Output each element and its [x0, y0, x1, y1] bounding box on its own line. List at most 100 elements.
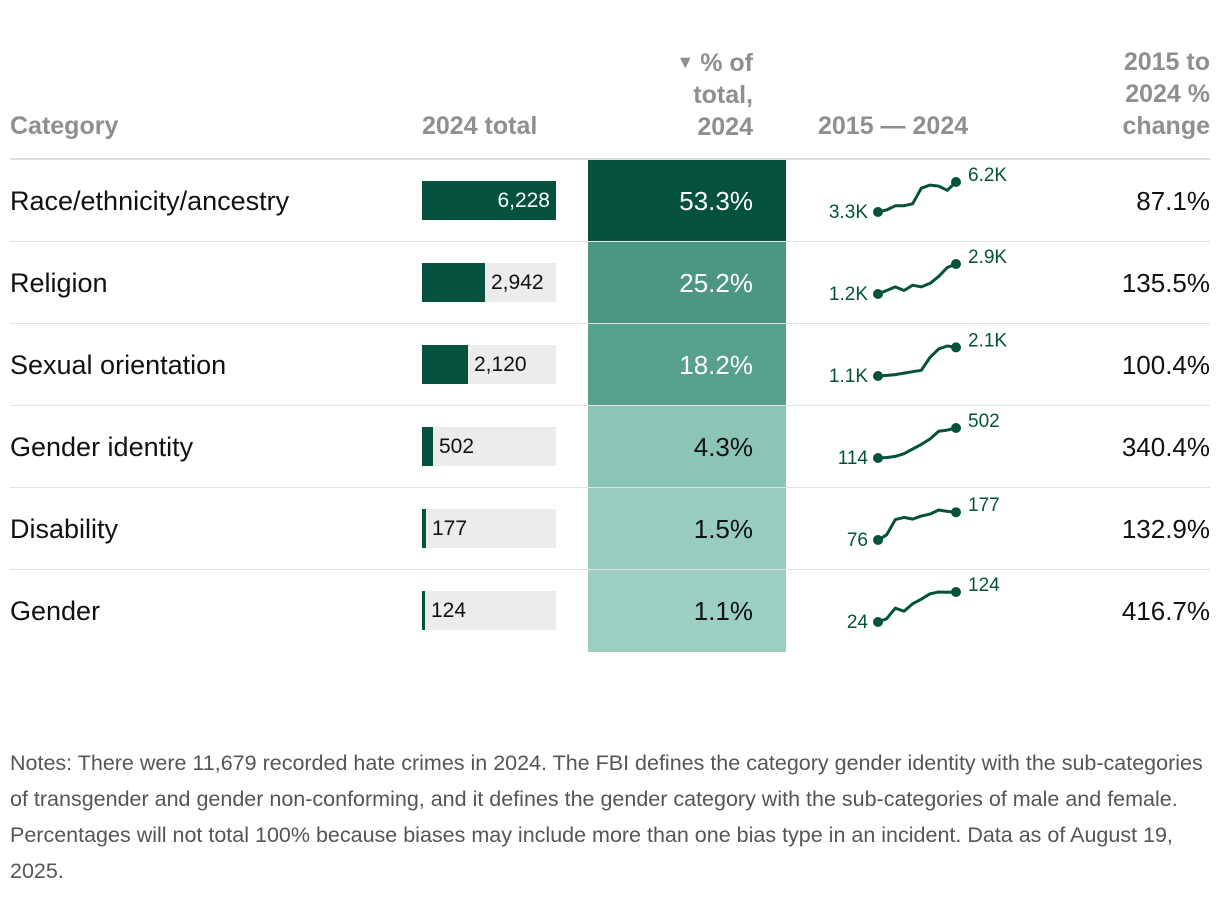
total-value: 502	[439, 435, 475, 458]
category-label: Disability	[10, 514, 119, 544]
row-divider	[10, 569, 1210, 570]
sparkline-start-point	[873, 371, 883, 381]
total-bar	[422, 427, 433, 466]
total-bar-track: 124	[422, 591, 556, 630]
sparkline-end-point	[951, 423, 961, 433]
category-label: Gender	[10, 596, 101, 626]
pct-change-value: 132.9%	[1121, 514, 1210, 544]
sparkline-end-label: 177	[968, 495, 1000, 516]
sparkline-end-label: 2.1K	[968, 330, 1007, 351]
total-bar-track: 502	[422, 427, 556, 466]
header-2024-total: 2024 total	[422, 112, 538, 140]
sparkline-start-label: 76	[847, 530, 868, 551]
sparkline-end-label: 124	[968, 575, 1000, 596]
total-bar-track: 177	[422, 509, 556, 548]
pct-value: 25.2%	[679, 268, 753, 298]
total-bar	[422, 591, 425, 630]
sparkline-end-point	[951, 587, 961, 597]
header-pct-line3: 2024	[697, 113, 753, 141]
pct-cell: 25.2%	[588, 242, 786, 324]
category-label: Gender identity	[10, 432, 194, 462]
pct-cell: 18.2%	[588, 324, 786, 406]
sparkline-start-point	[873, 207, 883, 217]
sparkline-start-label: 1.2K	[829, 284, 868, 305]
sparkline-end-point	[951, 507, 961, 518]
sparkline-start-label: 3.3K	[829, 202, 868, 223]
total-bar-track: 2,120	[422, 345, 556, 384]
sparkline-line	[876, 262, 958, 296]
pct-cell: 1.5%	[588, 488, 786, 570]
sparkline-end-point	[951, 259, 961, 269]
sparkline-start-label: 24	[847, 612, 869, 633]
header-change-line3: change	[1122, 112, 1210, 140]
category-label: Religion	[10, 268, 108, 298]
pct-cell: 1.1%	[588, 570, 786, 652]
sparkline-start-point	[873, 289, 883, 299]
sparkline: 3.3K 6.2K	[829, 165, 1008, 223]
sparkline-end-point	[951, 342, 961, 353]
sparkline-start-point	[873, 617, 883, 627]
sparkline-end-label: 6.2K	[968, 165, 1007, 186]
total-value: 2,942	[491, 271, 544, 294]
sparkline-start-point	[873, 453, 883, 463]
total-bar-track: 2,942	[422, 263, 556, 302]
pct-change-value: 135.5%	[1121, 268, 1210, 298]
total-bar	[422, 263, 485, 302]
total-bar	[422, 345, 468, 384]
total-bar-track: 6,228	[422, 181, 556, 220]
header-trend: 2015 — 2024	[818, 112, 969, 140]
header-pct-line2: total,	[693, 81, 753, 109]
pct-value: 1.5%	[693, 514, 753, 544]
sparkline-line	[876, 180, 958, 214]
pct-change-value: 340.4%	[1121, 432, 1210, 462]
table-row: Gender 124 1.1% 24 124 416.7%	[10, 570, 1210, 652]
notes-text: Notes: There were 11,679 recorded hate c…	[10, 751, 1203, 883]
sparkline-start-point	[873, 535, 883, 545]
sparkline-line	[876, 590, 958, 624]
row-divider	[10, 323, 1210, 324]
sparkline-end-label: 2.9K	[968, 247, 1007, 268]
sparkline-end-point	[951, 177, 961, 187]
pct-change-value: 416.7%	[1121, 596, 1210, 626]
row-divider	[10, 241, 1210, 242]
total-bar	[422, 509, 426, 548]
pct-value: 53.3%	[679, 186, 753, 216]
pct-value: 1.1%	[693, 596, 753, 626]
category-label: Race/ethnicity/ancestry	[10, 186, 290, 216]
sparkline-line	[876, 344, 958, 378]
row-divider	[10, 487, 1210, 488]
pct-change-value: 87.1%	[1136, 186, 1210, 216]
header-pct-of-total[interactable]: ▼% of total, 2024	[600, 46, 753, 143]
total-value: 177	[432, 517, 468, 540]
sparkline-end-label: 502	[968, 411, 1000, 432]
sparkline: 1.1K 2.1K	[829, 330, 1008, 387]
table-row: Race/ethnicity/ancestry 6,228 53.3% 3.3K 6.2…	[10, 160, 1210, 242]
sparkline: 1.2K 2.9K	[829, 247, 1008, 305]
pct-cell: 4.3%	[588, 406, 786, 488]
total-value: 6,228	[497, 189, 550, 212]
sparkline: 114 502	[838, 411, 1000, 469]
total-value: 2,120	[474, 353, 527, 376]
header-pct-change: 2015 to 2024 % change	[1060, 46, 1210, 142]
table-row: Disability 177 1.5% 76 177 132.9%	[10, 488, 1210, 570]
table-row: Gender identity 502 4.3% 114 502 340.4%	[10, 406, 1210, 488]
header-category: Category	[10, 112, 119, 140]
sparkline: 24 124	[847, 575, 1000, 633]
sparkline-line	[876, 426, 958, 460]
total-value: 124	[431, 599, 467, 622]
table-row: Sexual orientation 2,120 18.2% 1.1K 2.1K 100.…	[10, 324, 1210, 406]
sparkline-line	[876, 508, 958, 542]
sparkline: 76 177	[847, 495, 1000, 551]
sparkline-start-label: 1.1K	[829, 366, 868, 387]
header-change-line1: 2015 to	[1123, 48, 1210, 76]
header-change-line2: 2024 %	[1125, 80, 1210, 108]
pct-value: 18.2%	[679, 350, 753, 380]
category-label: Sexual orientation	[10, 350, 227, 380]
pct-cell: 53.3%	[588, 160, 786, 242]
row-divider	[10, 405, 1210, 406]
header-divider	[10, 158, 1210, 160]
total-bar	[422, 181, 556, 220]
sparkline-start-label: 114	[838, 448, 869, 469]
pct-value: 4.3%	[693, 432, 753, 462]
sort-descending-icon: ▼	[676, 52, 695, 72]
